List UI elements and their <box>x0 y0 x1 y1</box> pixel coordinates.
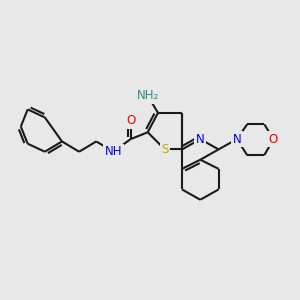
Text: N: N <box>196 133 205 146</box>
Text: S: S <box>161 143 169 156</box>
Text: O: O <box>269 133 278 146</box>
Text: N: N <box>232 133 241 146</box>
Text: O: O <box>126 114 135 127</box>
Text: NH: NH <box>105 145 122 158</box>
Text: NH₂: NH₂ <box>136 89 159 102</box>
